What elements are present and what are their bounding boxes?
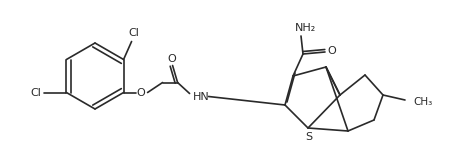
Text: Cl: Cl xyxy=(128,29,139,38)
Text: O: O xyxy=(328,46,336,56)
Text: O: O xyxy=(167,54,176,64)
Text: O: O xyxy=(136,88,145,97)
Text: Cl: Cl xyxy=(30,88,41,97)
Text: CH₃: CH₃ xyxy=(413,97,432,107)
Text: NH₂: NH₂ xyxy=(296,23,317,33)
Text: S: S xyxy=(305,132,313,142)
Text: HN: HN xyxy=(193,92,209,102)
